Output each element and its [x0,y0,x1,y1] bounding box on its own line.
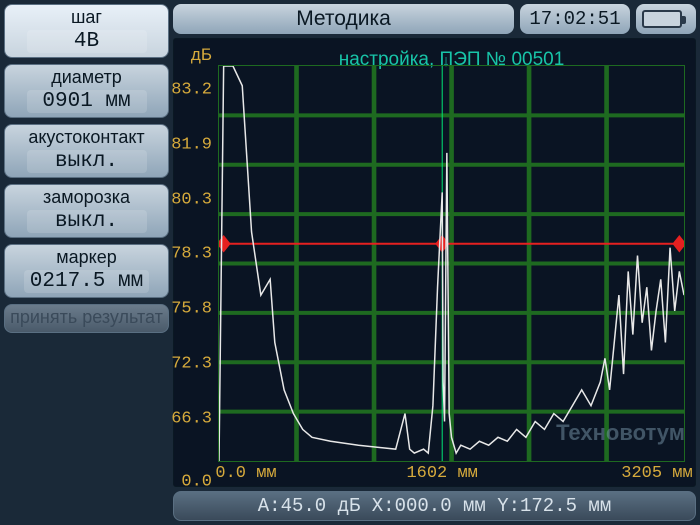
x-tick: 1602 мм [406,464,477,483]
param-value: 0217.5 мм [24,270,149,293]
y-tick: 80.3 [171,190,212,209]
y-tick: 72.3 [171,354,212,373]
param-4[interactable]: маркер0217.5 мм [4,244,169,298]
param-label: маркер [56,247,117,268]
y-tick: 66.3 [171,409,212,428]
y-unit: дБ [174,45,216,65]
battery-indicator [636,4,696,34]
y-tick: 83.2 [171,81,212,100]
param-5: принять результат [4,304,169,333]
battery-icon [642,10,682,28]
status-bar: А:45.0 дБ Х:000.0 мм Y:172.5 мм [173,491,696,521]
param-3[interactable]: заморозкавыкл. [4,184,169,238]
page-title: Методика [173,4,514,34]
right-pane: Методика 17:02:51 дБ 83.2 81.9 80.3 78.3 75.… [173,4,696,521]
param-value: 0901 мм [27,90,147,113]
param-value: выкл. [27,150,147,173]
param-label: заморозка [43,187,130,208]
sidebar: шаг4Вдиаметр0901 ммакустоконтактвыкл.зам… [4,4,169,521]
param-label: акустоконтакт [28,127,144,148]
y-axis: дБ 83.281.980.378.375.872.366.30.0 [174,39,216,486]
clock: 17:02:51 [520,4,630,34]
param-label: диаметр [51,67,122,88]
param-0[interactable]: шаг4В [4,4,169,58]
y-tick: 78.3 [171,245,212,264]
y-tick: 81.9 [171,135,212,154]
param-value: выкл. [27,210,147,233]
param-label: шаг [71,7,102,28]
chart: дБ 83.281.980.378.375.872.366.30.0 ↓ нас… [173,38,696,487]
x-axis: 0.0 мм1602 мм3205 мм [218,464,685,484]
header: Методика 17:02:51 [173,4,696,34]
param-value: 4В [27,30,147,53]
param-1[interactable]: диаметр0901 мм [4,64,169,118]
param-label: принять результат [10,307,163,328]
param-2[interactable]: акустоконтактвыкл. [4,124,169,178]
plot: ↓ настройка, ПЭП № 00501 0.0 мм1602 мм32… [218,45,685,462]
y-tick: 75.8 [171,300,212,319]
plot-area [218,65,685,462]
y-tick: 0.0 [181,472,212,491]
x-tick: 0.0 мм [215,464,276,483]
x-tick: 3205 мм [621,464,692,483]
main: шаг4Вдиаметр0901 ммакустоконтактвыкл.зам… [0,0,700,525]
